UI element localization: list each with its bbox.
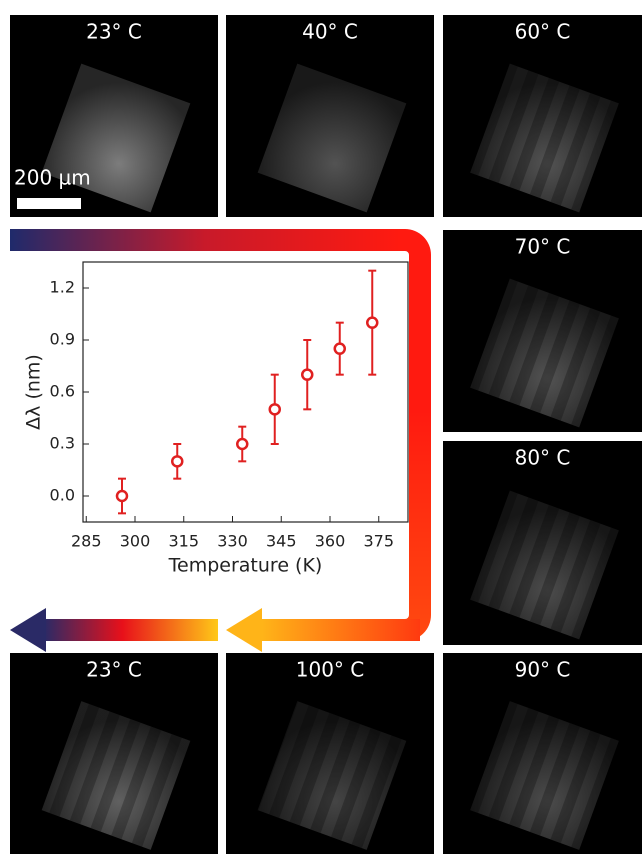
x-tick-label: 360 [315, 532, 346, 551]
scale-bar [17, 198, 81, 209]
arrow-body [262, 619, 420, 641]
image-panel: 23° C [10, 653, 218, 854]
arrow-head [10, 608, 46, 652]
panel-label: 23° C [86, 20, 142, 44]
x-tick-label: 375 [363, 532, 394, 551]
x-tick-label: 330 [217, 532, 248, 551]
arrow-body [44, 619, 218, 641]
scale-bar-label: 200 µm [14, 166, 91, 190]
marker [117, 491, 127, 501]
page: {"panels": ["23° C", "40° C", "60° C", "… [0, 0, 642, 854]
marker [335, 344, 345, 354]
image-panel: 100° C [226, 653, 434, 854]
marker [172, 456, 182, 466]
x-tick-label: 345 [266, 532, 297, 551]
x-axis-label: Temperature (K) [168, 555, 323, 577]
image-panel: 70° C [443, 230, 642, 432]
figure: 23° C 40° C 60° C 70° C 80° C 90° C 100° C 23° … [0, 0, 642, 854]
y-axis-label: Δλ (nm) [23, 354, 45, 430]
image-panel: 60° C [443, 15, 642, 217]
y-tick-label: 0.6 [50, 382, 75, 401]
image-panel: 90° C [443, 653, 642, 854]
panel-label: 23° C [86, 658, 142, 682]
panel-label: 80° C [515, 446, 571, 470]
y-tick-label: 0.9 [50, 330, 75, 349]
marker [270, 404, 280, 414]
panel-label: 90° C [515, 658, 571, 682]
marker [237, 439, 247, 449]
panel-label: 40° C [302, 20, 358, 44]
panel-label: 60° C [515, 20, 571, 44]
plot-area [83, 262, 408, 522]
x-tick-label: 300 [120, 532, 151, 551]
image-panel: 40° C [226, 15, 434, 217]
x-tick-label: 285 [71, 532, 102, 551]
image-panel: 80° C [443, 441, 642, 645]
marker [302, 370, 312, 380]
y-tick-label: 0.3 [50, 434, 75, 453]
x-tick-label: 315 [168, 532, 199, 551]
arrow-head [226, 608, 262, 652]
y-tick-label: 0.0 [50, 486, 75, 505]
panel-label: 70° C [515, 235, 571, 259]
arrow-body [10, 229, 400, 251]
y-tick-label: 1.2 [50, 278, 75, 297]
marker [367, 318, 377, 328]
panel-label: 100° C [296, 658, 365, 682]
